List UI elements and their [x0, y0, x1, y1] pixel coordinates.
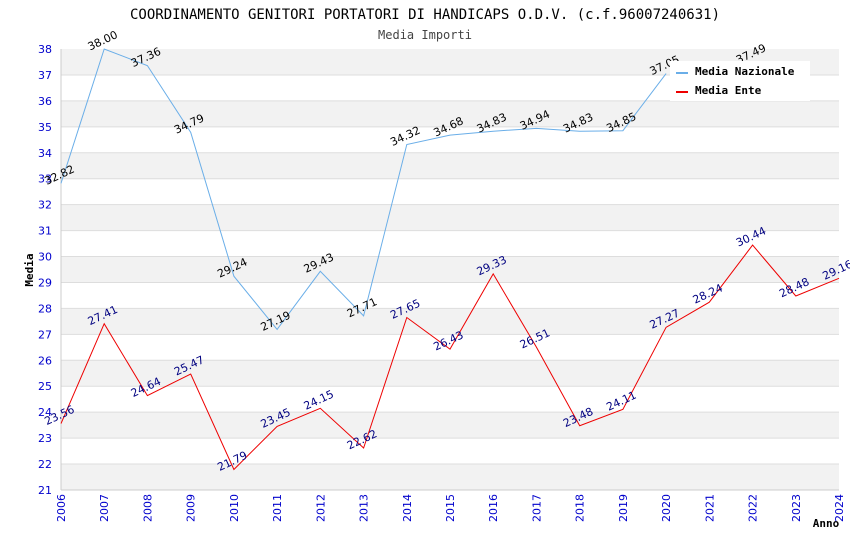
y-tick-label: 28 — [38, 302, 52, 315]
y-tick-labels: 21 22 23 24 25 26 27 28 29 30 31 32 33 34 35 36 37 38 — [38, 43, 52, 497]
x-tick-label: 2016 — [487, 494, 500, 522]
grid-band — [61, 308, 839, 335]
x-tick-labels: 2006 2007 2008 2009 2010 2011 2012 2013 2014 2015… — [55, 494, 846, 522]
grid-band — [61, 230, 839, 257]
x-axis-label: Anno — [813, 517, 840, 530]
y-tick-label: 37 — [38, 69, 52, 82]
y-axis-label: Media — [23, 253, 36, 286]
x-tick-label: 2013 — [358, 494, 371, 522]
x-tick-label: 2023 — [790, 494, 803, 522]
x-tick-label: 2017 — [530, 494, 543, 522]
grid-band — [61, 334, 839, 361]
y-tick-label: 33 — [38, 173, 52, 186]
y-tick-label: 30 — [38, 251, 52, 264]
grid-band — [61, 464, 839, 490]
y-tick-label: 35 — [38, 121, 52, 134]
x-tick-label: 2014 — [401, 494, 414, 522]
x-tick-label: 2008 — [141, 494, 154, 522]
grid-band — [61, 360, 839, 387]
legend-label-nazionale: Media Nazionale — [695, 65, 795, 78]
y-tick-label: 36 — [38, 95, 52, 108]
grid-band — [61, 256, 839, 283]
grid-band — [61, 412, 839, 439]
y-tick-label: 38 — [38, 43, 52, 56]
x-tick-label: 2022 — [747, 494, 760, 522]
x-tick-label: 2009 — [185, 494, 198, 522]
x-tick-label: 2006 — [55, 494, 68, 522]
x-tick-label: 2018 — [574, 494, 587, 522]
grid-band — [61, 178, 839, 205]
y-tick-label: 32 — [38, 199, 52, 212]
x-tick-label: 2019 — [617, 494, 630, 522]
chart-title: COORDINAMENTO GENITORI PORTATORI DI HAND… — [130, 7, 720, 23]
x-tick-label: 2024 — [833, 494, 846, 522]
chart-subtitle: Media Importi — [378, 28, 472, 42]
legend-box — [670, 61, 810, 101]
y-tick-label: 25 — [38, 380, 52, 393]
grid-band — [61, 100, 839, 127]
legend-label-ente: Media Ente — [695, 84, 762, 97]
y-tick-label: 24 — [38, 406, 52, 419]
grid-band — [61, 204, 839, 231]
x-tick-label: 2021 — [703, 494, 716, 522]
series-lines — [60, 49, 840, 471]
y-tick-label: 29 — [38, 276, 52, 289]
grid-band — [61, 386, 839, 413]
y-tick-label: 23 — [38, 432, 52, 445]
legend: Media Nazionale Media Ente — [670, 61, 810, 101]
axes — [60, 49, 839, 491]
x-tick-label: 2012 — [314, 494, 327, 522]
x-tick-label: 2020 — [660, 494, 673, 522]
y-tick-label: 26 — [38, 354, 52, 367]
x-tick-label: 2010 — [228, 494, 241, 522]
grid-band — [61, 152, 839, 179]
x-tick-label: 2007 — [98, 494, 111, 522]
y-tick-label: 27 — [38, 328, 52, 341]
y-tick-label: 31 — [38, 225, 52, 238]
series-line-1 — [60, 244, 840, 471]
y-tick-label: 34 — [38, 147, 52, 160]
grid-band — [61, 438, 839, 465]
x-tick-label: 2015 — [444, 494, 457, 522]
grid-band — [61, 282, 839, 309]
x-tick-label: 2011 — [271, 494, 284, 522]
grid-band — [61, 126, 839, 153]
y-tick-label: 22 — [38, 458, 52, 471]
y-tick-label: 21 — [38, 484, 52, 497]
grid-bands — [61, 49, 839, 491]
